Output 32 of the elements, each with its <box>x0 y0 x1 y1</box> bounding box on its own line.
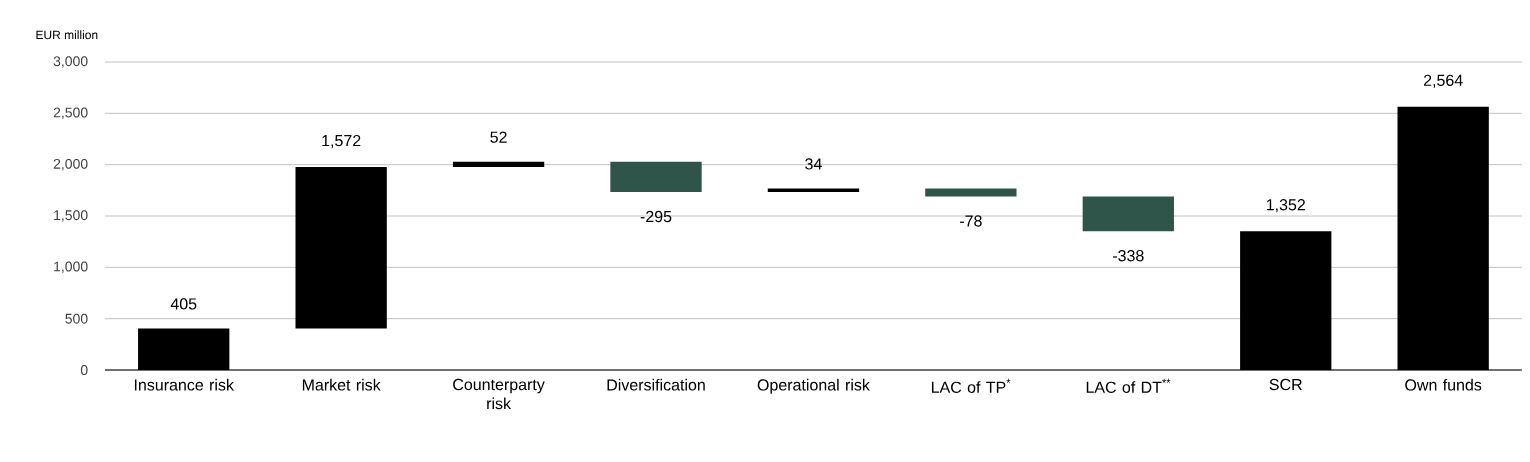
x-tick-label: LAC of TP$^{*}$ <box>931 378 1011 393</box>
y-tick-label: 3,000 <box>53 56 88 68</box>
data-label: 52 <box>490 131 507 143</box>
data-label: -295 <box>640 210 672 223</box>
bar <box>925 188 1017 197</box>
y-tick-label: 2,500 <box>53 107 88 120</box>
y-tick-label: 0 <box>80 365 88 375</box>
y-tick-label: 2,000 <box>53 158 88 171</box>
x-tick-label: Own funds <box>1405 378 1482 391</box>
x-tick-label: LAC of DT$^{**}$ <box>1086 378 1171 393</box>
y-tick-label: 1,500 <box>54 210 88 222</box>
y-tick-label: 1,000 <box>54 261 88 274</box>
data-label: -338 <box>1113 250 1144 262</box>
data-label: 1,572 <box>322 134 361 149</box>
bar <box>452 161 545 168</box>
data-label: 405 <box>170 298 197 310</box>
data-label: -78 <box>960 215 982 227</box>
x-tick-label: SCR <box>1269 378 1302 391</box>
x-tick-label: Operational risk <box>757 378 870 394</box>
x-tick-label: Market risk <box>302 378 381 391</box>
x-tick-label: Counterparty risk <box>453 378 545 410</box>
y-axis-title: EUR million <box>36 30 98 40</box>
y-tick-label: 500 <box>65 313 88 324</box>
bar <box>1082 196 1174 232</box>
x-tick-label: Diversification <box>607 378 705 391</box>
data-label: 2,564 <box>1423 74 1463 88</box>
bar <box>767 188 860 192</box>
bar <box>610 161 702 192</box>
data-label: 1,352 <box>1266 199 1305 213</box>
bar <box>295 167 387 329</box>
data-label: 34 <box>805 158 822 170</box>
x-tick-label: Insurance risk <box>134 378 234 391</box>
